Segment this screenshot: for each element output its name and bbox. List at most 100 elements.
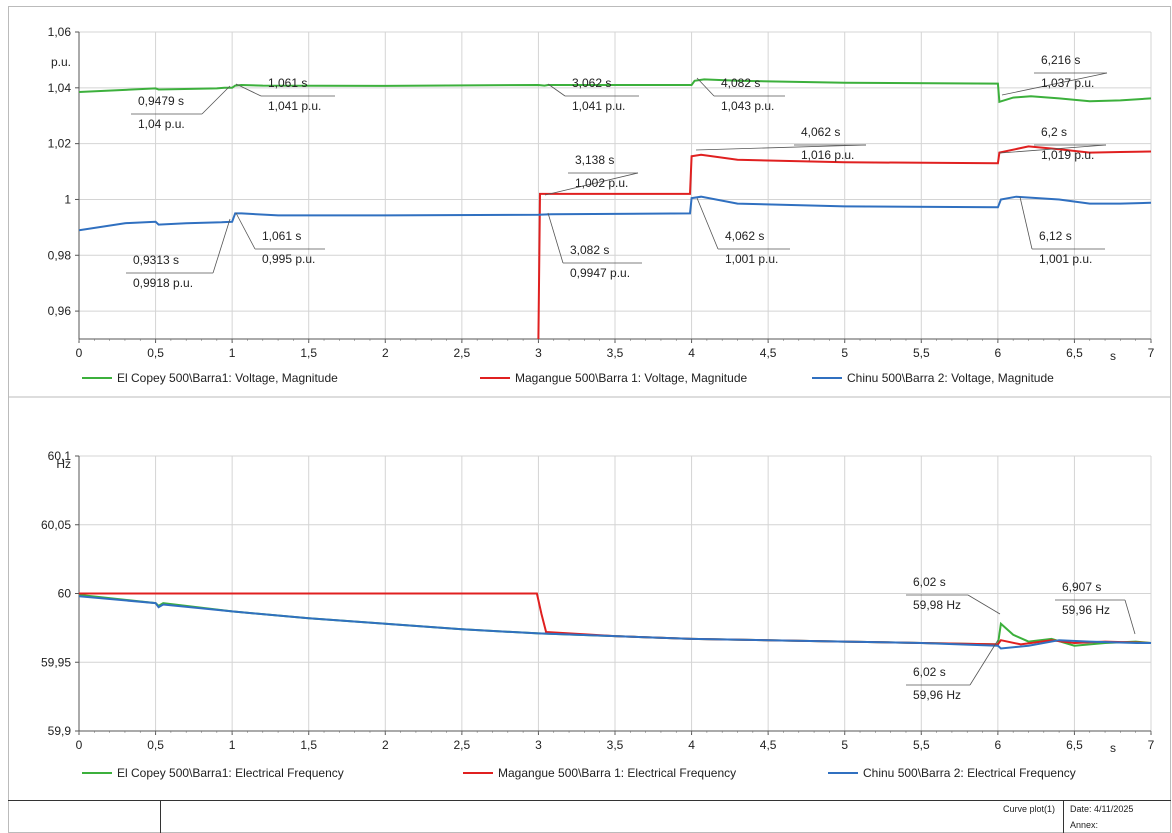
y-tick-label: 60,05 (41, 518, 71, 532)
annotation-leader (1019, 196, 1033, 250)
annotation-leader (235, 83, 262, 97)
annotation-value: 0,9947 p.u. (570, 266, 630, 280)
annotation-value: 1,037 p.u. (1041, 76, 1094, 90)
series-line (79, 195, 1152, 232)
annotation-value: 59,98 Hz (913, 598, 961, 612)
x-tick-label: 0,5 (147, 738, 164, 752)
annotation-time: 0,9479 s (138, 94, 184, 108)
plot-annex: Annex: (1070, 820, 1099, 830)
y-tick-label: 1,04 (48, 81, 72, 95)
x-tick-label: 3,5 (607, 346, 624, 360)
x-tick-label: 2,5 (454, 346, 471, 360)
annotation-time: 3,138 s (575, 153, 614, 167)
legend-label: Magangue 500\Barra 1: Voltage, Magnitude (515, 371, 747, 385)
annotation-time: 4,082 s (721, 76, 760, 90)
x-tick-label: 3,5 (607, 738, 624, 752)
series-line (79, 78, 1152, 104)
annotation-value: 1,041 p.u. (572, 99, 625, 113)
x-tick-label: 5 (841, 346, 848, 360)
annotation-value: 1,041 p.u. (268, 99, 321, 113)
annotation-leader (201, 85, 231, 115)
x-tick-label: 7 (1148, 346, 1155, 360)
y-tick-label: 59,9 (48, 724, 72, 738)
y-tick-label: 59,95 (41, 655, 71, 669)
series-line (537, 145, 1152, 339)
annotation-value: 59,96 Hz (913, 688, 961, 702)
y-tick-label: 60 (58, 587, 72, 601)
annotation-value: 1,001 p.u. (725, 252, 778, 266)
x-tick-label: 2 (382, 738, 389, 752)
annotation-leader (1124, 599, 1136, 635)
x-tick-label: 1,5 (300, 346, 317, 360)
annotation-value: 1,019 p.u. (1041, 148, 1094, 162)
footer-divider (160, 801, 161, 833)
legend-label: El Copey 500\Barra1: Electrical Frequenc… (117, 766, 344, 780)
annotation-value: 59,96 Hz (1062, 603, 1110, 617)
footer-panel: Curve plot(1) Date: 4/11/2025 Annex: (8, 800, 1171, 833)
legend-label: El Copey 500\Barra1: Voltage, Magnitude (117, 371, 338, 385)
annotation-time: 6,02 s (913, 575, 946, 589)
annotation-leader (1001, 72, 1108, 96)
annotation-time: 6,12 s (1039, 229, 1072, 243)
x-tick-label: 5,5 (913, 346, 930, 360)
x-axis-unit: s (1110, 349, 1116, 363)
x-tick-label: 1 (229, 738, 236, 752)
annotation-time: 6,02 s (913, 665, 946, 679)
y-tick-label: 0,98 (48, 248, 72, 262)
annotation-leader (696, 77, 715, 97)
annotation-time: 0,9313 s (133, 253, 179, 267)
legend-label: Magangue 500\Barra 1: Electrical Frequen… (498, 766, 736, 780)
x-axis-unit: s (1110, 741, 1116, 755)
x-tick-label: 0 (76, 738, 83, 752)
plot-date: Date: 4/11/2025 (1070, 804, 1134, 814)
annotation-value: 0,995 p.u. (262, 252, 315, 266)
x-tick-label: 6,5 (1066, 346, 1083, 360)
annotation-leader (547, 83, 566, 97)
annotation-time: 1,061 s (262, 229, 301, 243)
annotation-time: 6,216 s (1041, 53, 1080, 67)
legend-label: Chinu 500\Barra 2: Electrical Frequency (863, 766, 1076, 780)
annotation-leader (544, 172, 639, 196)
x-tick-label: 0 (76, 346, 83, 360)
y-tick-label: 1,06 (48, 25, 72, 39)
x-tick-label: 6 (995, 738, 1002, 752)
annotation-time: 3,082 s (570, 243, 609, 257)
x-tick-label: 2 (382, 346, 389, 360)
annotation-value: 1,016 p.u. (801, 148, 854, 162)
y-axis-unit: Hz (56, 457, 71, 471)
y-axis-unit: p.u. (51, 55, 71, 69)
annotation-time: 4,062 s (725, 229, 764, 243)
x-tick-label: 4 (688, 738, 695, 752)
x-tick-label: 1,5 (300, 738, 317, 752)
y-tick-label: 1,02 (48, 137, 72, 151)
annotation-leader (695, 144, 867, 151)
x-tick-label: 4,5 (760, 346, 777, 360)
annotation-value: 1,04 p.u. (138, 117, 185, 131)
x-tick-label: 3 (535, 738, 542, 752)
annotation-leader (547, 212, 564, 264)
annotation-leader (969, 639, 999, 686)
annotation-leader (967, 594, 1001, 615)
annotation-leader (696, 197, 719, 250)
annotation-leader (212, 218, 231, 274)
annotation-value: 1,001 p.u. (1039, 252, 1092, 266)
annotation-time: 4,062 s (801, 125, 840, 139)
series-line (79, 595, 1151, 650)
x-tick-label: 7 (1148, 738, 1155, 752)
x-tick-label: 6,5 (1066, 738, 1083, 752)
plot-name: Curve plot(1) (1002, 804, 1055, 814)
annotation-time: 1,061 s (268, 76, 307, 90)
x-tick-label: 3 (535, 346, 542, 360)
x-tick-label: 5 (841, 738, 848, 752)
x-tick-label: 4 (688, 346, 695, 360)
x-tick-label: 0,5 (147, 346, 164, 360)
annotation-time: 6,2 s (1041, 125, 1067, 139)
x-tick-label: 5,5 (913, 738, 930, 752)
annotation-value: 1,043 p.u. (721, 99, 774, 113)
y-tick-label: 60,1 (48, 449, 72, 463)
footer-divider (1063, 801, 1064, 833)
annotation-leader (999, 144, 1107, 154)
annotation-time: 6,907 s (1062, 580, 1101, 594)
x-tick-label: 1 (229, 346, 236, 360)
legend-label: Chinu 500\Barra 2: Voltage, Magnitude (847, 371, 1054, 385)
